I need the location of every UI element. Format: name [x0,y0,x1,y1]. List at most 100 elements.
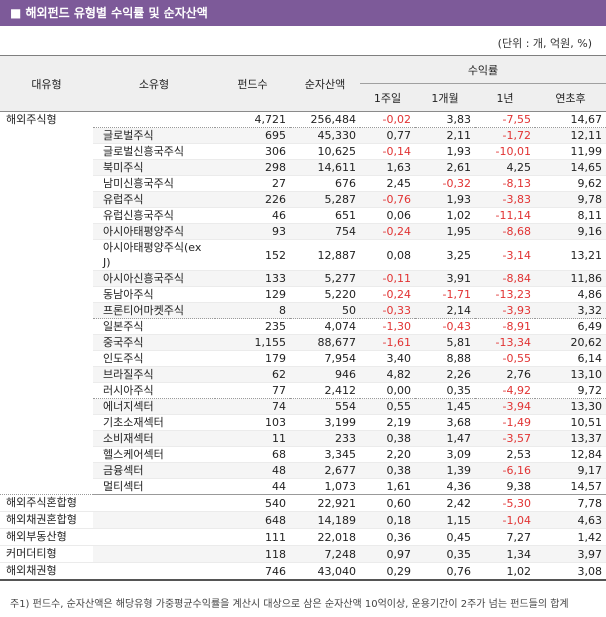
table-row: 글로벌주식 695 45,330 0,77 2,11 -1,72 12,11 [0,127,606,144]
return-1y-cell: -8,91 [475,318,535,335]
return-1w-cell: 4,82 [360,366,415,383]
nav-cell: 946 [290,366,360,383]
fund-count-cell: 695 [215,127,290,144]
table-header: 대유형 소유형 펀드수 순자산액 수익률 1주일 1개월 1년 연초후 [0,55,606,112]
fund-count-cell: 103 [215,414,290,431]
return-1m-cell: 1,47 [415,430,475,447]
return-ytd-cell: 9,78 [535,191,606,208]
fund-count-cell: 11 [215,430,290,447]
return-1w-cell: 1,61 [360,478,415,495]
return-ytd-cell: 14,57 [535,478,606,495]
return-1w-cell: 2,20 [360,446,415,463]
return-1m-cell: 1,15 [415,511,475,529]
unit-note: (단위 : 개, 억원, %) [497,37,592,50]
return-1y-cell: -5,30 [475,494,535,512]
nav-cell: 14,189 [290,511,360,529]
return-ytd-cell: 14,65 [535,159,606,176]
return-ytd-cell: 11,99 [535,143,606,160]
return-ytd-cell: 4,86 [535,286,606,303]
return-1m-cell: 3,09 [415,446,475,463]
nav-cell: 754 [290,223,360,240]
table-row: 아시아신흥국주식 133 5,277 -0,11 3,91 -8,84 11,86 [0,270,606,287]
fund-count-cell: 68 [215,446,290,463]
table-row: 해외주식형 4,721 256,484 -0,02 3,83 -7,55 14,67 [0,111,606,495]
return-1y-cell: -8,84 [475,270,535,287]
minor-type-cell: 글로벌주식 [93,127,215,144]
return-1m-cell: -0,32 [415,175,475,192]
nav-cell: 1,073 [290,478,360,495]
return-1w-cell: -0,24 [360,286,415,303]
fund-count-cell: 77 [215,382,290,399]
major-type-cell: 해외채권혼합형 [0,511,93,529]
nav-cell: 5,220 [290,286,360,303]
nav-cell: 45,330 [290,127,360,144]
return-ytd-cell: 6,14 [535,350,606,367]
table-row: 금융섹터 48 2,677 0,38 1,39 -6,16 9,17 [0,462,606,479]
minor-type-cell: 소비재섹터 [93,430,215,447]
col-header-fund-count: 펀드수 [215,55,290,112]
return-1w-cell: -1,61 [360,334,415,351]
nav-cell: 4,074 [290,318,360,335]
return-1w-cell: 0,55 [360,398,415,415]
table-row: 남미신흥국주식 27 676 2,45 -0,32 -8,13 9,62 [0,175,606,192]
return-1y-cell: 4,25 [475,159,535,176]
table-row: 해외부동산형 111 22,018 0,36 0,45 7,27 1,42 [0,528,606,546]
return-1w-cell: 1,63 [360,159,415,176]
return-ytd-cell: 3,97 [535,545,606,563]
nav-cell: 43,040 [290,562,360,580]
return-1y-cell: -13,23 [475,286,535,303]
return-ytd-cell: 1,42 [535,528,606,546]
col-header-return-ytd: 연초후 [535,83,606,112]
nav-cell: 3,345 [290,446,360,463]
return-ytd-cell: 9,17 [535,462,606,479]
return-1m-cell: 8,88 [415,350,475,367]
return-1m-cell: -0,43 [415,318,475,335]
return-1w-cell: 0,06 [360,207,415,224]
return-1w-cell: 0,08 [360,239,415,271]
fund-count-cell: 1,155 [215,334,290,351]
return-1y-cell: -3,57 [475,430,535,447]
return-ytd-cell: 4,63 [535,511,606,529]
table-row: 동남아주식 129 5,220 -0,24 -1,71 -13,23 4,86 [0,286,606,303]
minor-type-cell: 아시아태평양주식(ex J) [93,239,215,271]
return-1w-cell: 0,36 [360,528,415,546]
fund-returns-table: 대유형 소유형 펀드수 순자산액 수익률 1주일 1개월 1년 연초후 해외주식… [0,55,606,581]
minor-type-cell: 기초소재섹터 [93,414,215,431]
major-type-cell: 해외주식혼합형 [0,494,93,512]
minor-type-cell: 일본주식 [93,318,215,335]
fund-count-cell: 129 [215,286,290,303]
return-1m-cell: 0,35 [415,382,475,399]
return-1w-cell: -0,11 [360,270,415,287]
fund-count-cell: 46 [215,207,290,224]
footnote: 주1) 펀드수, 순자산액은 해당유형 가중평균수익률을 계산시 대상으로 삼은… [10,599,569,610]
minor-type-cell: 북미주식 [93,159,215,176]
minor-type-cell: 프론티어마켓주식 [93,302,215,319]
return-1y-cell: -1,72 [475,127,535,144]
minor-type-cell [93,494,215,512]
return-ytd-cell: 9,72 [535,382,606,399]
table-row: 아시아태평양주식 93 754 -0,24 1,95 -8,68 9,16 [0,223,606,240]
fund-count-cell: 226 [215,191,290,208]
fund-count-cell: 111 [215,528,290,546]
fund-count-cell: 746 [215,562,290,580]
return-1y-cell: -4,92 [475,382,535,399]
table-row: 헬스케어섹터 68 3,345 2,20 3,09 2,53 12,84 [0,446,606,463]
return-ytd-cell: 20,62 [535,334,606,351]
minor-type-cell: 러시아주식 [93,382,215,399]
return-1m-cell: 3,83 [415,111,475,128]
return-1y-cell: -1,04 [475,511,535,529]
col-header-return-1w: 1주일 [360,83,415,112]
minor-type-cell: 멀티섹터 [93,478,215,495]
table-row: 아시아태평양주식(ex J) 152 12,887 0,08 3,25 -3,14 13,2… [0,239,606,271]
return-1y-cell: 2,76 [475,366,535,383]
minor-type-cell: 금융섹터 [93,462,215,479]
col-header-major-type: 대유형 [0,55,93,112]
return-ytd-cell: 13,37 [535,430,606,447]
nav-cell: 10,625 [290,143,360,160]
return-ytd-cell: 14,67 [535,111,606,128]
fund-count-cell: 74 [215,398,290,415]
table-row: 소비재섹터 11 233 0,38 1,47 -3,57 13,37 [0,430,606,447]
nav-cell: 88,677 [290,334,360,351]
fund-count-cell: 152 [215,239,290,271]
return-ytd-cell: 3,08 [535,562,606,580]
